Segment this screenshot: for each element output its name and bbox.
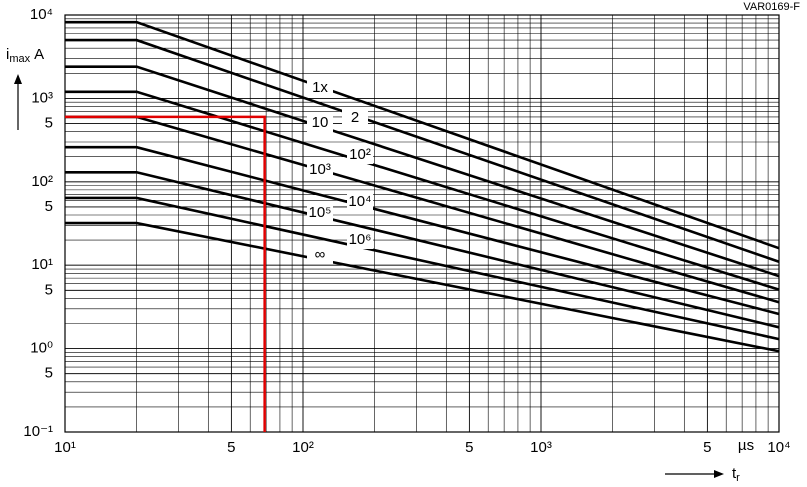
- curve-label-bg: [347, 193, 373, 211]
- curve: [65, 65, 780, 278]
- y-tick-label: 10⁴: [30, 6, 53, 23]
- y-tick-label: 10³: [31, 89, 53, 106]
- y-label-unit: A: [34, 46, 44, 63]
- x-tick-label: 10⁴: [767, 439, 790, 456]
- y-tick-label: 10⁻¹: [23, 423, 53, 440]
- curve-label: 2: [351, 109, 359, 126]
- curve: [65, 196, 780, 341]
- y-tick-label: 10²: [31, 173, 53, 190]
- curve-label-bg: [347, 231, 373, 249]
- y-tick-label: 5: [45, 114, 53, 131]
- y-tick-label: 10⁰: [30, 340, 53, 357]
- curve: [65, 221, 780, 353]
- y-tick-label: 5: [45, 198, 53, 215]
- x-tick-label: 5: [703, 439, 711, 456]
- curve-label-bg: [307, 204, 333, 222]
- x-label-symbol: t: [732, 465, 737, 482]
- y-label-symbol: i: [6, 46, 9, 63]
- curve-label: 10³: [309, 161, 331, 178]
- x-tick-label: 10²: [292, 439, 314, 456]
- curve-label-bg: [342, 109, 368, 127]
- curve-label-bg: [307, 79, 333, 97]
- curve-label: 10²: [349, 146, 371, 163]
- curve: [65, 20, 780, 250]
- x-tick-label: 10³: [530, 439, 552, 456]
- y-label-sub: max: [9, 53, 30, 65]
- curve-label: 10⁵: [309, 204, 332, 221]
- curve-label-bg: [307, 114, 333, 132]
- x-axis-label: tr: [732, 465, 740, 484]
- curve: [65, 90, 780, 291]
- y-axis-label: imax A: [6, 46, 44, 65]
- x-label-sub: r: [736, 472, 740, 484]
- curve: [65, 145, 780, 316]
- figure-id: VAR0169-F: [743, 1, 800, 13]
- curve-label: ∞: [315, 246, 326, 263]
- curve-label: 10⁴: [348, 193, 371, 210]
- y-tick-label: 5: [45, 281, 53, 298]
- curve-label-bg: [347, 146, 373, 164]
- y-tick-label: 10¹: [31, 256, 53, 273]
- x-unit: µs: [738, 437, 754, 454]
- curve: [65, 170, 780, 329]
- y-arrowhead: [14, 74, 22, 84]
- curve-label-bg: [307, 161, 333, 179]
- y-tick-label: 5: [45, 365, 53, 382]
- curve-label: 1x: [312, 79, 328, 96]
- reading-line: [65, 115, 266, 432]
- curve-label: 10⁶: [349, 231, 372, 248]
- x-tick-label: 5: [465, 439, 473, 456]
- curve: [65, 38, 780, 263]
- x-arrowhead: [714, 470, 724, 478]
- x-tick-label: 5: [227, 439, 235, 456]
- x-tick-label: 10¹: [54, 439, 76, 456]
- curve-label: 10: [312, 114, 329, 131]
- curve-label-bg: [307, 246, 333, 264]
